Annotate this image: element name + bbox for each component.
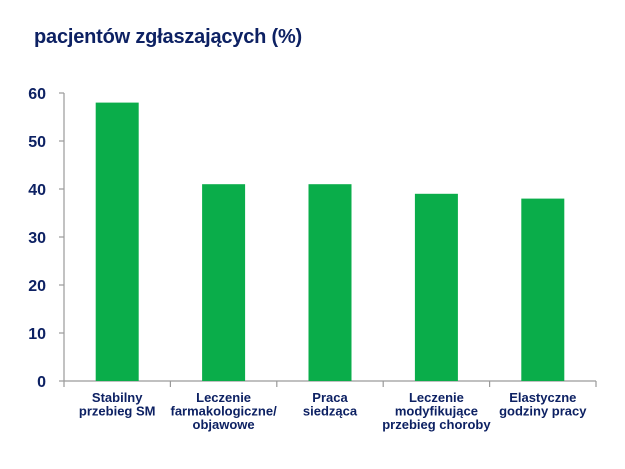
x-category-label-line: Leczenie	[196, 390, 251, 405]
x-category-label-line: siedząca	[303, 404, 358, 419]
x-category-label: Leczenie modyfikujące przebieg choroby	[382, 390, 491, 432]
y-axis: 0 10 20 30 40 50 60	[28, 86, 65, 391]
x-category-label-line: Leczenie	[409, 390, 464, 405]
x-category-label-line: przebieg SM	[79, 404, 156, 419]
bar	[414, 193, 458, 381]
y-tick-label: 20	[28, 278, 46, 295]
bars	[95, 102, 565, 381]
y-tick-label: 60	[28, 86, 46, 103]
x-category-label-line: przebieg choroby	[382, 417, 491, 432]
x-category-label-line: godziny pracy	[499, 404, 587, 419]
y-tick-label: 30	[28, 230, 46, 247]
y-tick-label: 40	[28, 182, 46, 199]
x-category-label: Elastyczne godziny pracy	[499, 390, 587, 419]
x-category-label: Stabilny przebieg SM	[79, 390, 156, 419]
x-category-label-line: Praca	[312, 390, 348, 405]
x-axis	[63, 380, 597, 387]
bar	[202, 184, 246, 381]
chart-title: pacjentów zgłaszających (%)	[34, 26, 303, 48]
x-category-label-line: modyfikujące	[395, 404, 478, 419]
x-category-label: Praca siedząca	[303, 390, 358, 419]
bar	[95, 102, 139, 381]
x-category-label-line: objawowe	[193, 417, 255, 432]
y-tick-label: 50	[28, 134, 46, 151]
bar	[308, 184, 352, 381]
x-category-label-line: Stabilny	[92, 390, 143, 405]
y-tick-label: 0	[37, 374, 46, 391]
x-category-label-line: Elastyczne	[509, 390, 576, 405]
y-tick-label: 10	[28, 326, 46, 343]
x-category-label: Leczenie farmakologiczne/objawowe	[170, 390, 277, 432]
bar	[521, 198, 565, 381]
x-category-label-line: farmakologiczne/	[170, 404, 277, 419]
